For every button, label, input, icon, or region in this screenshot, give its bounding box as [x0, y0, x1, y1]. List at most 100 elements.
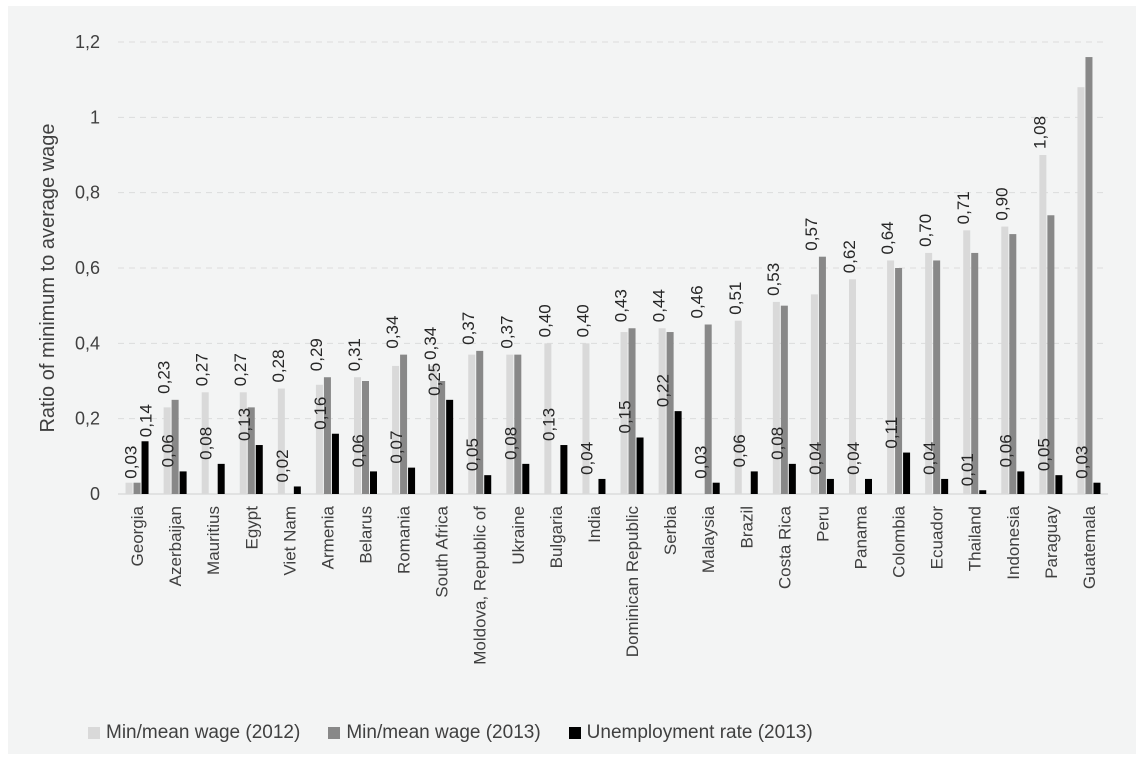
bar-unemployment	[255, 445, 263, 494]
data-label: 0,34	[383, 316, 402, 349]
bar-unemployment	[217, 463, 225, 494]
data-label: 0,27	[193, 353, 212, 386]
bar-2012	[163, 407, 171, 494]
bar-2013	[1009, 234, 1017, 494]
x-category-label: Thailand	[966, 506, 985, 571]
bar-2013	[1047, 215, 1055, 494]
bar-2013	[247, 407, 255, 494]
data-label: 0,90	[992, 187, 1011, 220]
bar-2012	[772, 301, 780, 494]
x-category-label: Colombia	[890, 505, 909, 577]
data-label: 0,34	[421, 327, 440, 360]
data-label: 0,03	[1072, 446, 1091, 479]
data-label: 0,71	[954, 191, 973, 224]
y-tick-label: 0,8	[75, 183, 100, 203]
legend-swatch-2012	[88, 727, 100, 739]
data-label: 0,29	[307, 338, 326, 371]
bar-unemployment	[408, 467, 416, 494]
data-label: 0,70	[916, 214, 935, 247]
data-label: 0,51	[726, 282, 745, 315]
bar-2012	[1039, 155, 1047, 494]
bar-2012	[887, 260, 895, 494]
bar-2012	[201, 392, 209, 494]
bar-unemployment	[903, 452, 911, 494]
bar-unemployment	[598, 478, 606, 494]
bar-2012	[582, 343, 590, 494]
bar-unemployment	[370, 471, 377, 494]
legend-label-2013: Min/mean wage (2013)	[346, 722, 541, 743]
legend-item-2013: Min/mean wage (2013)	[328, 722, 541, 744]
x-category-label: Belarus	[357, 506, 376, 564]
data-label: 0,06	[730, 434, 749, 467]
bar-2012	[354, 377, 361, 494]
bars	[125, 57, 1101, 495]
data-label: 0,06	[159, 434, 178, 467]
bar-2012	[849, 279, 856, 494]
data-label: 0,43	[612, 289, 631, 322]
x-category-label: Bulgaria	[547, 505, 566, 568]
bar-2012	[506, 354, 514, 494]
bar-unemployment	[446, 399, 454, 494]
data-label: 1,08	[1030, 116, 1049, 149]
bar-unemployment	[1093, 482, 1101, 494]
y-axis-ticks: 0 0,2 0,4 0,6 0,8 1 1,2	[75, 32, 100, 504]
legend-swatch-unemployment	[568, 727, 581, 739]
x-category-label: Azerbaijan	[166, 506, 185, 586]
bar-unemployment	[331, 433, 339, 494]
bar-unemployment	[750, 471, 758, 494]
bar-2012	[658, 328, 666, 494]
legend-label-unemployment: Unemployment rate (2013)	[586, 722, 813, 743]
bar-2013	[666, 332, 674, 494]
bar-2013	[1085, 57, 1093, 495]
x-category-label: Costa Rica	[775, 505, 794, 589]
bar-2012	[315, 384, 323, 494]
bar-2012	[239, 392, 247, 494]
bar-2012	[392, 365, 400, 494]
data-label: 0,53	[764, 263, 783, 296]
x-category-label: Brazil	[737, 506, 756, 549]
y-tick-label: 0,2	[75, 409, 100, 429]
x-category-label: Georgia	[128, 505, 147, 566]
x-category-label: Ecuador	[928, 506, 947, 570]
data-label: 0,22	[654, 374, 673, 407]
chart-figure: 0 0,2 0,4 0,6 0,8 1 1,2 Ratio of minimum to av…	[8, 6, 1136, 754]
bar-unemployment	[1017, 471, 1025, 494]
data-label: 0,57	[802, 218, 821, 251]
data-label: 0,25	[425, 363, 444, 396]
x-category-label: Romania	[395, 505, 414, 574]
bar-2012	[620, 332, 628, 494]
x-category-label: Dominican Republic	[623, 506, 642, 658]
x-category-label: Ukraine	[509, 506, 528, 565]
bar-2012	[125, 482, 133, 494]
bar-unemployment	[674, 411, 682, 494]
data-label: 0,16	[311, 397, 330, 430]
data-label: 0,04	[806, 442, 825, 475]
legend: Min/mean wage (2012) Min/mean wage (2013…	[88, 722, 813, 744]
data-label: 0,62	[840, 240, 859, 273]
x-category-label: Paraguay	[1042, 506, 1061, 579]
bar-unemployment	[522, 463, 530, 494]
x-category-label: South Africa	[433, 505, 452, 597]
data-label: 0,06	[349, 434, 368, 467]
bar-2012	[810, 294, 818, 494]
y-tick-label: 1	[90, 107, 100, 127]
data-label: 0,08	[501, 427, 520, 460]
bar-2013	[438, 381, 446, 494]
bar-2012	[1001, 226, 1009, 495]
bar-2012	[468, 354, 476, 494]
legend-swatch-2013	[328, 727, 341, 739]
bar-2013	[514, 354, 522, 494]
data-label: 0,40	[573, 304, 592, 337]
bar-chart: 0 0,2 0,4 0,6 0,8 1 1,2 Ratio of minimum to av…	[37, 32, 1108, 665]
bar-unemployment	[941, 478, 949, 494]
y-tick-label: 1,2	[75, 32, 100, 52]
data-label: 0,03	[692, 446, 711, 479]
bar-2013	[780, 305, 788, 494]
bar-2012	[734, 320, 742, 494]
bar-2013	[171, 399, 179, 494]
bar-unemployment	[484, 475, 492, 494]
bar-unemployment	[979, 490, 987, 494]
data-label: 0,14	[137, 404, 156, 437]
bar-2013	[895, 268, 903, 494]
bar-2013	[818, 256, 826, 494]
